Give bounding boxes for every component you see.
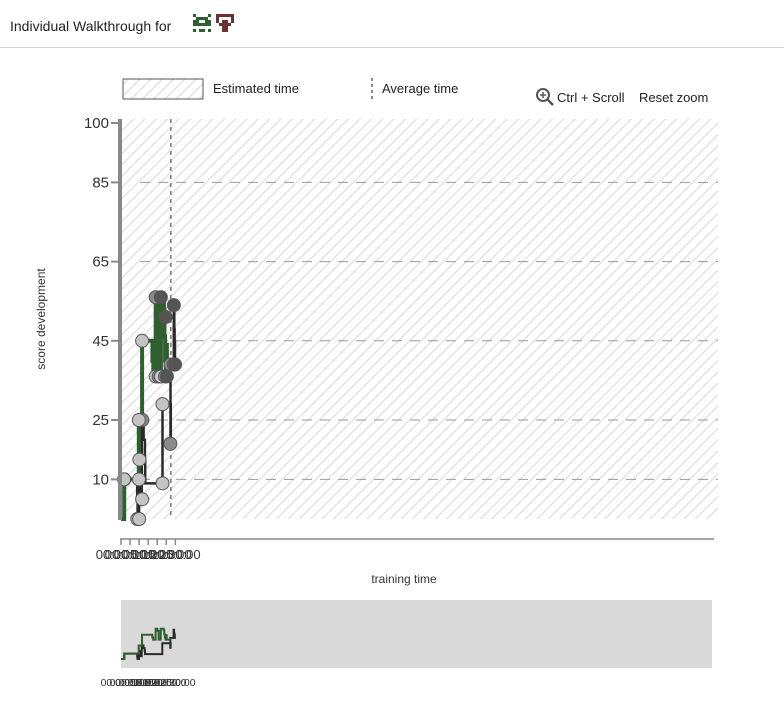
navigator-tick-label: 00:00:00 xyxy=(101,677,142,689)
data-point-marker[interactable] xyxy=(155,476,170,491)
data-point-marker[interactable] xyxy=(158,310,173,325)
navigator-tick-label: 00:30:00 xyxy=(155,677,196,689)
x-tick-label: 00:20:00 xyxy=(132,547,183,562)
green-pixel-avatar-icon[interactable] xyxy=(193,14,211,32)
navigator-tick-label: 00:05:00 xyxy=(110,677,151,689)
x-tick-label: 00:05:00 xyxy=(105,547,156,562)
zoom-in-icon[interactable] xyxy=(536,88,554,106)
data-point-marker[interactable] xyxy=(135,492,150,507)
marker-layer[interactable] xyxy=(117,290,183,526)
zoom-hint-label: Ctrl + Scroll xyxy=(557,90,625,105)
data-point-marker[interactable] xyxy=(132,512,147,526)
x-tick-label: 00:10:00 xyxy=(114,547,165,562)
navigator-series-line-1 xyxy=(121,627,172,660)
main-chart[interactable]: Estimated time Average time Ctrl + Scrol… xyxy=(0,48,784,593)
data-point-marker[interactable] xyxy=(135,333,150,348)
y-gridlines xyxy=(140,181,718,480)
data-point-marker[interactable] xyxy=(166,298,181,313)
y-tick-label: 85 xyxy=(92,174,109,191)
data-point-marker[interactable] xyxy=(163,436,178,451)
data-point-marker[interactable] xyxy=(132,452,147,467)
y-tick-label: 25 xyxy=(92,412,109,429)
navigator-tick-label: 00:10:00 xyxy=(119,677,160,689)
average-time-label: Average time xyxy=(382,81,458,96)
y-tick-label: 65 xyxy=(92,254,109,271)
navigator-tick-label: 00:20:00 xyxy=(137,677,178,689)
data-point-marker[interactable] xyxy=(153,290,168,305)
x-tick-label: 00:00:00 xyxy=(96,547,147,562)
x-tick-label: 00:25:00 xyxy=(141,547,192,562)
y-axis-title: score development xyxy=(34,268,48,370)
navigator-chart[interactable]: 00:00:0000:05:0000:10:0000:15:0000:20:00… xyxy=(0,590,784,695)
y-tick-label: 45 xyxy=(92,333,109,350)
page-title: Individual Walkthrough for xyxy=(10,18,172,34)
navigator-window[interactable] xyxy=(121,600,712,668)
x-axis-title: training time xyxy=(371,572,437,586)
navigator-tick-label: 00:15:00 xyxy=(128,677,169,689)
page-header: Individual Walkthrough for xyxy=(0,0,784,48)
x-tick-label: 00:15:00 xyxy=(123,547,174,562)
maroon-pixel-avatar-icon[interactable] xyxy=(216,14,234,32)
chart-legend: Estimated time Average time xyxy=(122,78,458,100)
data-point-marker[interactable] xyxy=(155,397,170,412)
estimated-time-label: Estimated time xyxy=(213,81,299,96)
data-point-marker[interactable] xyxy=(159,369,174,384)
data-point-marker[interactable] xyxy=(168,357,183,372)
estimated-time-swatch xyxy=(122,78,204,100)
data-point-marker[interactable] xyxy=(131,413,146,427)
navigator-axis-ticks: 00:00:0000:05:0000:10:0000:15:0000:20:00… xyxy=(101,677,196,689)
y-tick-label: 10 xyxy=(92,471,109,488)
navigator-tick-label: 00:25:00 xyxy=(146,677,187,689)
navigator-series-line-2 xyxy=(121,628,176,660)
x-tick-label: 00:30:00 xyxy=(150,547,201,562)
x-axis-ticks: 00:00:0000:05:0000:10:0000:15:0000:20:00… xyxy=(96,539,201,562)
zoom-hint[interactable]: Ctrl + Scroll xyxy=(536,88,625,106)
estimated-time-region xyxy=(121,119,718,519)
data-point-marker[interactable] xyxy=(131,472,146,487)
reset-zoom-button[interactable]: Reset zoom xyxy=(639,90,708,105)
y-tick-label: 100 xyxy=(84,115,109,132)
navigator-series xyxy=(121,627,176,660)
y-axis-ticks: 100 85 65 45 25 10 xyxy=(84,115,121,488)
